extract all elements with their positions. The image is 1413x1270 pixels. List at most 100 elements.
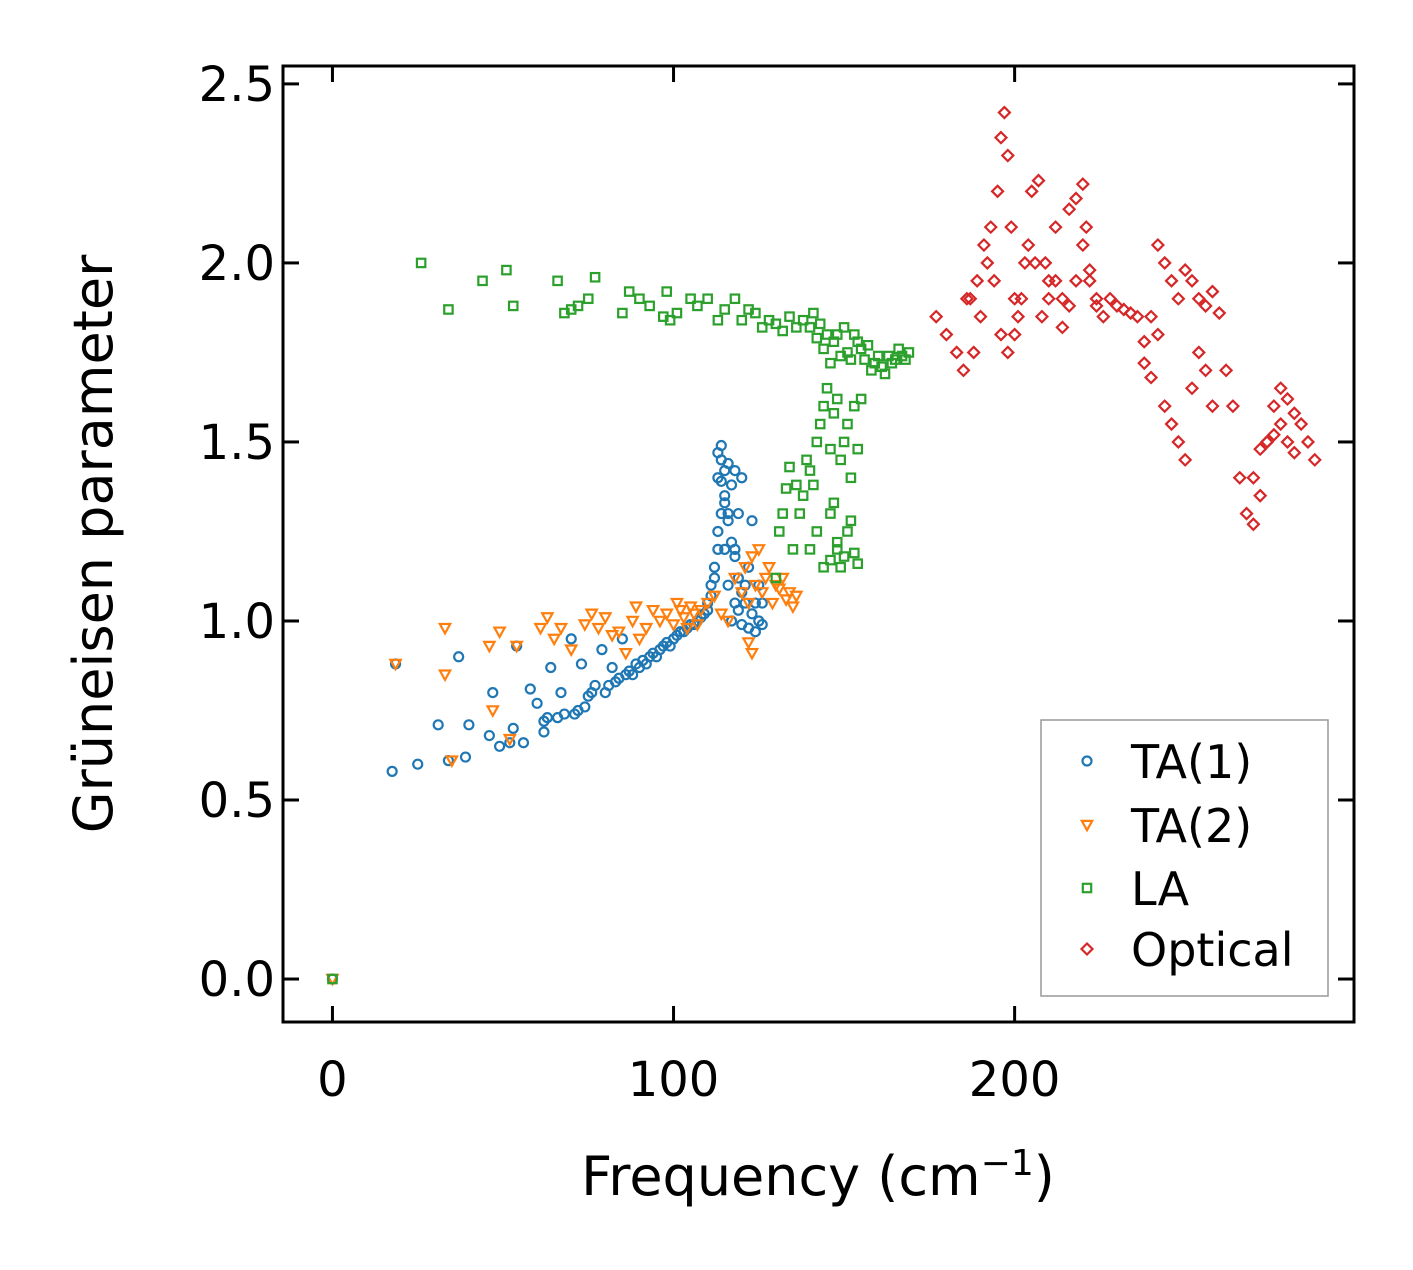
point-ta2 xyxy=(591,622,606,636)
point-optical xyxy=(956,363,971,378)
point-ta1 xyxy=(725,479,738,491)
point-optical xyxy=(1116,302,1131,317)
point-ta2 xyxy=(680,622,695,636)
point-ta1 xyxy=(719,490,731,502)
point-la xyxy=(671,307,683,319)
point-la xyxy=(825,554,836,566)
point-la xyxy=(852,558,864,569)
point-optical xyxy=(993,130,1009,145)
point-la xyxy=(845,472,857,484)
point-ta2 xyxy=(509,640,524,654)
point-ta1 xyxy=(746,515,758,527)
point-la xyxy=(838,322,850,333)
point-ta2 xyxy=(789,590,804,604)
point-ta1 xyxy=(596,644,608,656)
point-optical xyxy=(1014,291,1029,306)
point-la xyxy=(903,347,915,358)
point-ta1 xyxy=(725,536,738,548)
point-optical xyxy=(1075,177,1090,192)
point-ta2 xyxy=(683,601,698,615)
point-la xyxy=(852,443,864,455)
point-optical xyxy=(1273,381,1288,396)
point-ta1 xyxy=(606,661,618,674)
point-ta1 xyxy=(729,550,741,563)
point-ta1 xyxy=(736,472,748,484)
point-ta1 xyxy=(719,543,731,555)
point-ta2 xyxy=(618,647,633,661)
point-ta2 xyxy=(666,619,681,633)
point-ta2 xyxy=(714,608,729,622)
point-la xyxy=(623,286,635,297)
point-ta2 xyxy=(758,572,773,586)
point-ta2 xyxy=(485,705,500,718)
point-la xyxy=(831,329,843,340)
point-la xyxy=(750,307,761,319)
y-axis-label: Grüneisen parameter xyxy=(62,254,125,833)
point-ta2 xyxy=(755,587,770,600)
point-la xyxy=(582,293,594,305)
point-ta2 xyxy=(632,633,647,647)
point-optical xyxy=(1000,148,1015,163)
point-la xyxy=(831,393,843,405)
point-ta2 xyxy=(628,601,644,615)
point-optical xyxy=(1123,306,1138,321)
point-la xyxy=(777,508,788,519)
point-ta1 xyxy=(579,701,591,713)
point-ta2 xyxy=(598,612,613,625)
point-la xyxy=(736,314,748,326)
point-ta2 xyxy=(727,572,743,586)
point-ta2 xyxy=(690,619,705,633)
point-la xyxy=(845,354,857,365)
point-la xyxy=(644,300,655,312)
legend-marker-ta2 xyxy=(1079,819,1095,833)
point-ta2 xyxy=(744,647,760,661)
point-optical xyxy=(1034,309,1049,324)
point-optical xyxy=(1082,273,1097,288)
point-ta1 xyxy=(715,507,727,520)
point-la xyxy=(664,314,676,326)
point-optical xyxy=(1191,291,1206,306)
point-ta1 xyxy=(715,475,727,487)
point-ta2 xyxy=(785,601,800,615)
point-ta2 xyxy=(741,597,756,611)
point-la xyxy=(818,561,829,573)
point-ta1 xyxy=(708,572,721,584)
point-ta2 xyxy=(540,612,555,625)
point-la xyxy=(831,536,843,548)
point-la xyxy=(702,293,713,305)
legend: TA(1) TA(2) LA Optical xyxy=(1040,719,1329,997)
point-optical xyxy=(959,291,974,306)
y-tick-label: 1.0 xyxy=(199,594,275,650)
point-optical xyxy=(966,345,981,360)
point-ta2 xyxy=(639,622,654,636)
point-ta2 xyxy=(611,626,627,640)
point-la xyxy=(821,382,833,394)
point-la xyxy=(477,275,488,287)
point-ta2 xyxy=(577,619,592,633)
point-optical xyxy=(1089,298,1104,313)
point-la xyxy=(507,300,519,312)
data-points xyxy=(325,105,1322,987)
point-optical xyxy=(1300,434,1316,450)
point-la xyxy=(814,318,826,330)
point-la xyxy=(729,293,741,305)
point-optical xyxy=(1307,452,1322,467)
point-ta1 xyxy=(589,679,601,692)
point-ta1 xyxy=(616,633,628,645)
point-optical xyxy=(990,184,1005,199)
point-la xyxy=(811,332,823,344)
point-ta1 xyxy=(524,683,536,695)
point-optical xyxy=(1280,434,1295,450)
point-optical xyxy=(1171,434,1186,450)
legend-marker-ta1 xyxy=(1081,755,1093,767)
point-optical xyxy=(1157,255,1172,270)
point-optical xyxy=(1266,399,1281,414)
point-la xyxy=(501,264,512,276)
legend-marker-optical xyxy=(1079,941,1095,957)
point-la xyxy=(804,465,816,476)
y-tick-label: 2.5 xyxy=(199,57,275,113)
point-optical xyxy=(1184,273,1200,288)
point-ta1 xyxy=(712,543,724,555)
point-optical xyxy=(1004,220,1019,235)
point-ta1 xyxy=(541,712,553,724)
